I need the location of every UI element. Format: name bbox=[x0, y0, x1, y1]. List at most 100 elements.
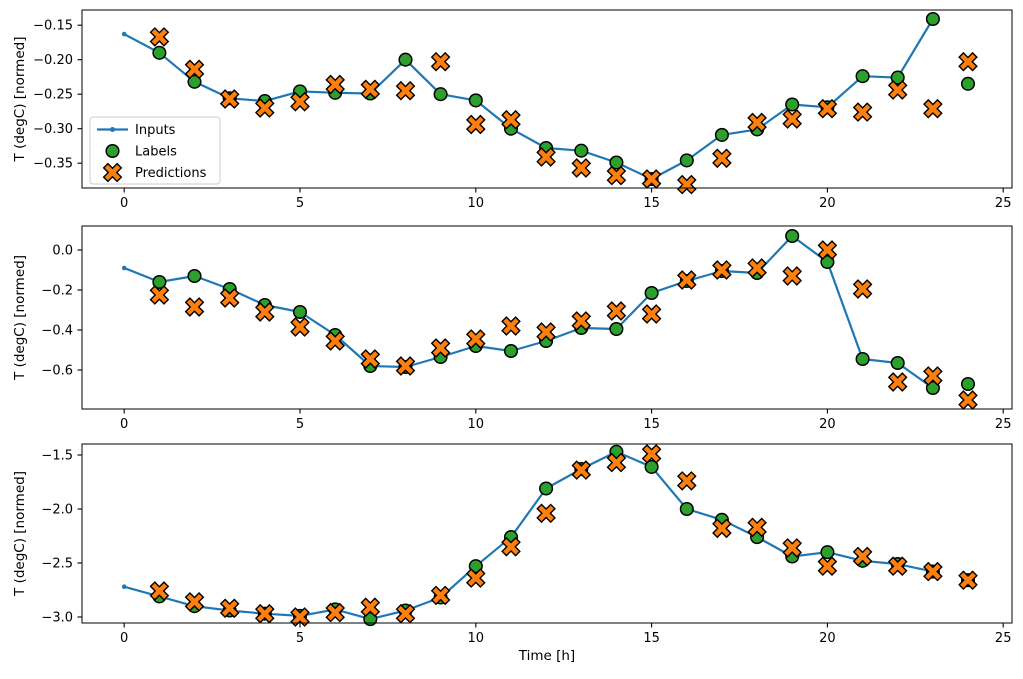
inputs-series bbox=[121, 16, 936, 182]
predictions-marker bbox=[571, 460, 592, 480]
labels-marker bbox=[855, 351, 870, 367]
labels-series bbox=[152, 228, 976, 396]
predictions-marker bbox=[641, 304, 662, 324]
y-tick-label: −1.5 bbox=[41, 449, 73, 464]
inputs-marker bbox=[121, 265, 127, 271]
labels-marker bbox=[855, 69, 870, 84]
x-tick-label: 15 bbox=[643, 417, 660, 432]
predictions-marker bbox=[536, 147, 556, 167]
labels-marker bbox=[820, 254, 835, 270]
predictions-marker bbox=[852, 546, 873, 567]
labels-marker bbox=[925, 380, 940, 396]
x-tick-label: 5 bbox=[296, 417, 304, 432]
legend-item-label: Predictions bbox=[135, 166, 207, 181]
labels-series bbox=[152, 444, 976, 627]
labels-marker bbox=[960, 376, 976, 392]
labels-marker bbox=[574, 143, 589, 158]
predictions-marker bbox=[747, 517, 767, 538]
predictions-marker bbox=[430, 338, 451, 358]
y-tick-label: −0.25 bbox=[33, 88, 73, 103]
labels-marker bbox=[644, 285, 659, 301]
inputs-line bbox=[123, 450, 934, 621]
predictions-marker bbox=[923, 561, 943, 582]
predictions-marker bbox=[606, 452, 627, 473]
predictions-marker bbox=[641, 444, 662, 464]
labels-marker bbox=[152, 274, 167, 290]
predictions-marker bbox=[149, 285, 170, 305]
labels-marker bbox=[890, 355, 905, 371]
predictions-marker bbox=[887, 556, 908, 577]
predictions-marker bbox=[852, 279, 873, 299]
labels-marker bbox=[890, 70, 905, 85]
predictions-marker bbox=[501, 316, 521, 336]
predictions-marker bbox=[606, 165, 627, 186]
labels-marker bbox=[820, 545, 835, 560]
y-tick-label: −0.35 bbox=[33, 157, 73, 172]
subplot-3: 0 5 10 15 20 25 −1.5 −2.0 −2.5 −3.0 T (degC) [norm… bbox=[12, 443, 1013, 646]
axes-frame bbox=[81, 9, 1013, 189]
x-tick-label: 10 bbox=[468, 196, 485, 211]
predictions-marker bbox=[219, 89, 240, 109]
predictions-marker bbox=[184, 59, 205, 80]
labels-marker bbox=[679, 501, 694, 517]
labels-marker bbox=[714, 127, 729, 142]
labels-marker bbox=[609, 155, 624, 170]
labels-marker bbox=[468, 559, 483, 574]
predictions-marker bbox=[958, 570, 978, 591]
predictions-marker bbox=[536, 503, 556, 524]
predictions-marker bbox=[676, 471, 697, 491]
x-tick-label: 20 bbox=[819, 417, 836, 432]
x-tick-label: 20 bbox=[819, 631, 836, 646]
predictions-marker bbox=[395, 356, 416, 376]
y-tick-label: −2.5 bbox=[41, 557, 73, 572]
inputs-marker bbox=[121, 584, 127, 589]
predictions-series bbox=[149, 444, 978, 627]
x-tick-label: 0 bbox=[120, 196, 128, 211]
predictions-marker bbox=[325, 331, 346, 351]
predictions-marker bbox=[782, 266, 803, 286]
predictions-marker bbox=[430, 51, 451, 72]
axes-frame bbox=[81, 443, 1013, 624]
subplot-1: 0 5 10 15 20 25 −0.15 −0.20 −0.25 −0.30 −0.35 T (de… bbox=[12, 9, 1013, 211]
predictions-marker bbox=[254, 98, 275, 118]
labels-marker bbox=[503, 343, 519, 359]
predictions-marker bbox=[430, 585, 451, 606]
predictions-marker bbox=[676, 270, 697, 290]
predictions-marker bbox=[360, 79, 381, 100]
labels-marker bbox=[539, 481, 554, 496]
predictions-marker bbox=[747, 258, 767, 278]
legend-inputs-dot bbox=[110, 127, 115, 132]
x-tick-label: 15 bbox=[643, 631, 660, 646]
x-tick-label: 25 bbox=[995, 631, 1012, 646]
inputs-series bbox=[121, 449, 936, 622]
labels-marker bbox=[785, 97, 800, 112]
x-tick-label: 5 bbox=[296, 631, 304, 646]
predictions-marker bbox=[782, 538, 803, 558]
labels-marker bbox=[187, 74, 202, 89]
labels-marker bbox=[609, 321, 624, 337]
predictions-marker bbox=[923, 98, 943, 119]
predictions-marker bbox=[712, 148, 732, 169]
legend-box bbox=[89, 116, 221, 185]
legend-item-label: Labels bbox=[135, 145, 177, 160]
predictions-marker bbox=[571, 158, 592, 178]
y-tick-label: −2.0 bbox=[41, 503, 73, 518]
predictions-marker bbox=[360, 349, 381, 369]
x-tick-label: 10 bbox=[468, 417, 485, 432]
labels-marker bbox=[644, 459, 659, 474]
predictions-marker bbox=[676, 174, 697, 195]
predictions-marker bbox=[465, 568, 486, 588]
x-tick-label: 20 bbox=[819, 196, 836, 211]
labels-marker bbox=[187, 268, 202, 284]
y-tick-label: −0.20 bbox=[33, 53, 73, 68]
predictions-marker bbox=[712, 260, 732, 280]
predictions-marker bbox=[712, 518, 732, 539]
axes-frame bbox=[81, 225, 1013, 410]
inputs-series bbox=[121, 233, 936, 391]
labels-marker bbox=[785, 228, 800, 244]
labels-marker bbox=[433, 87, 448, 102]
x-tick-label: 25 bbox=[995, 417, 1012, 432]
inputs-line bbox=[123, 18, 934, 181]
y-tick-label: −0.30 bbox=[33, 122, 73, 137]
labels-marker bbox=[468, 93, 483, 108]
